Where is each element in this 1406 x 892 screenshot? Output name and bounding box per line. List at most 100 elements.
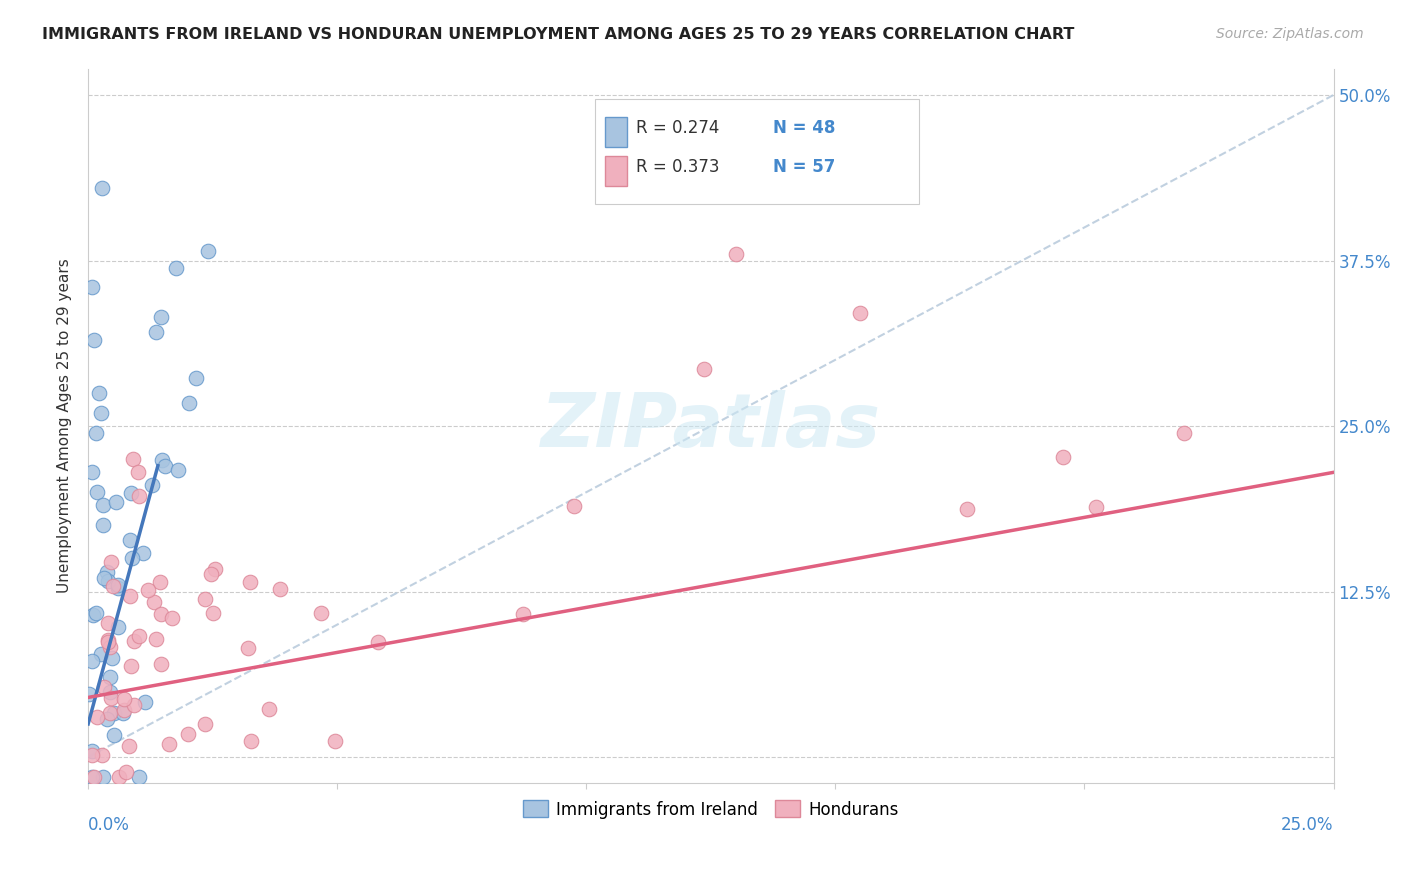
Point [100,691,122,706]
Point [97,616,120,631]
Point [142,595,165,609]
Point [128,629,150,643]
Point [86,607,108,621]
Point [80,747,103,762]
Point [367,635,389,649]
Point [160,611,183,625]
Point [84,425,107,440]
Point [141,478,163,492]
Point [724,247,747,261]
Point [309,607,332,621]
Text: R = 0.274: R = 0.274 [636,119,720,136]
Text: Source: ZipAtlas.com: Source: ZipAtlas.com [1216,27,1364,41]
Point [239,733,262,747]
Point [82,466,104,480]
Point [157,737,180,751]
Point [120,486,142,500]
Point [177,395,200,409]
Point [177,727,200,741]
Point [91,747,114,762]
Point [127,466,149,480]
Point [145,632,167,646]
Point [83,770,105,784]
Text: ZIPatlas: ZIPatlas [541,390,880,463]
Point [184,370,207,384]
Point [112,691,135,706]
Text: R = 0.373: R = 0.373 [636,158,720,177]
Point [103,579,125,593]
Point [103,706,125,720]
Point [90,647,112,661]
FancyBboxPatch shape [605,156,627,186]
Point [118,589,141,603]
Point [149,574,172,589]
Point [107,620,129,634]
Y-axis label: Unemployment Among Ages 25 to 29 years: Unemployment Among Ages 25 to 29 years [58,259,72,593]
Text: IMMIGRANTS FROM IRELAND VS HONDURAN UNEMPLOYMENT AMONG AGES 25 TO 29 YEARS CORRE: IMMIGRANTS FROM IRELAND VS HONDURAN UNEM… [42,27,1074,42]
Point [98,670,121,684]
Point [194,716,217,731]
Point [82,280,104,294]
Point [114,764,136,779]
Point [200,566,222,581]
Point [150,607,173,622]
Point [80,770,103,784]
Point [849,306,872,320]
Point [204,562,226,576]
Point [167,463,190,477]
Point [132,546,155,560]
Point [101,651,124,665]
Text: N = 48: N = 48 [773,119,835,136]
Point [1085,500,1108,515]
Point [269,582,291,596]
Point [956,501,979,516]
Point [98,706,121,720]
Point [91,499,114,513]
Point [100,555,122,569]
Point [80,654,103,668]
Point [201,606,224,620]
Point [194,592,217,607]
Point [97,632,120,647]
Point [100,685,122,699]
Point [239,575,262,590]
Text: N = 57: N = 57 [773,158,835,177]
Point [145,326,167,340]
Point [96,712,118,726]
Text: 25.0%: 25.0% [1281,815,1333,834]
Point [150,310,173,324]
Point [97,574,120,588]
Point [136,583,159,598]
Point [124,634,146,648]
Point [1052,450,1074,465]
Point [107,581,129,595]
Legend: Immigrants from Ireland, Hondurans: Immigrants from Ireland, Hondurans [516,794,905,825]
Point [118,739,141,753]
Point [79,687,101,701]
Point [91,770,114,784]
Point [150,657,173,671]
Point [93,571,115,585]
Point [134,695,156,709]
Point [122,698,145,713]
Point [86,710,108,724]
Point [107,578,129,592]
Text: 0.0%: 0.0% [89,815,129,834]
Point [121,550,143,565]
Point [90,406,112,420]
Point [120,533,142,548]
Point [93,680,115,694]
Point [323,734,346,748]
Point [257,702,280,716]
Point [82,608,104,623]
Point [103,728,125,742]
Point [562,499,585,513]
Point [122,452,145,467]
Point [1173,425,1195,440]
Point [96,565,118,579]
FancyBboxPatch shape [595,98,918,204]
Point [128,770,150,784]
Point [153,459,176,474]
Point [91,518,114,533]
FancyBboxPatch shape [605,117,627,147]
